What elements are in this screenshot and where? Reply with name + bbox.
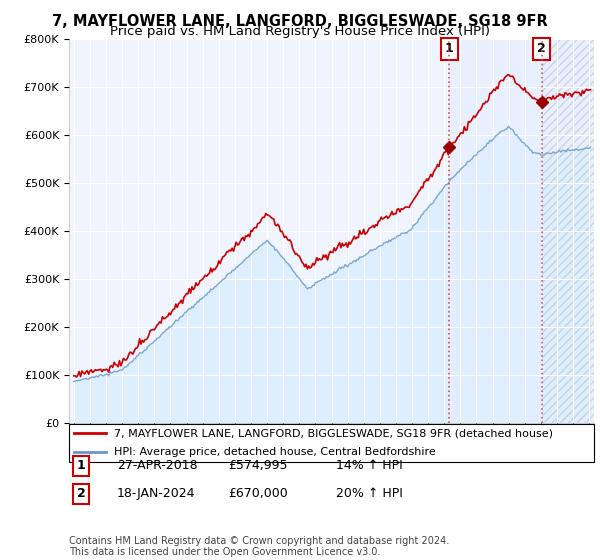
Text: 2: 2 (77, 487, 85, 501)
Text: 1: 1 (77, 459, 85, 473)
Text: HPI: Average price, detached house, Central Bedfordshire: HPI: Average price, detached house, Cent… (113, 447, 436, 458)
Text: 20% ↑ HPI: 20% ↑ HPI (336, 487, 403, 501)
Text: 7, MAYFLOWER LANE, LANGFORD, BIGGLESWADE, SG18 9FR: 7, MAYFLOWER LANE, LANGFORD, BIGGLESWADE… (52, 14, 548, 29)
Text: £574,995: £574,995 (228, 459, 287, 473)
Text: 27-APR-2018: 27-APR-2018 (117, 459, 197, 473)
Text: £670,000: £670,000 (228, 487, 288, 501)
Text: 2: 2 (537, 43, 546, 55)
Bar (542, 39, 594, 423)
Text: 14% ↑ HPI: 14% ↑ HPI (336, 459, 403, 473)
Bar (542, 39, 594, 423)
Text: Contains HM Land Registry data © Crown copyright and database right 2024.
This d: Contains HM Land Registry data © Crown c… (69, 535, 449, 557)
Text: Price paid vs. HM Land Registry's House Price Index (HPI): Price paid vs. HM Land Registry's House … (110, 25, 490, 38)
Text: 1: 1 (445, 43, 454, 55)
Bar (449, 39, 542, 423)
FancyBboxPatch shape (69, 424, 594, 462)
Text: 7, MAYFLOWER LANE, LANGFORD, BIGGLESWADE, SG18 9FR (detached house): 7, MAYFLOWER LANE, LANGFORD, BIGGLESWADE… (113, 428, 553, 438)
Text: 18-JAN-2024: 18-JAN-2024 (117, 487, 196, 501)
